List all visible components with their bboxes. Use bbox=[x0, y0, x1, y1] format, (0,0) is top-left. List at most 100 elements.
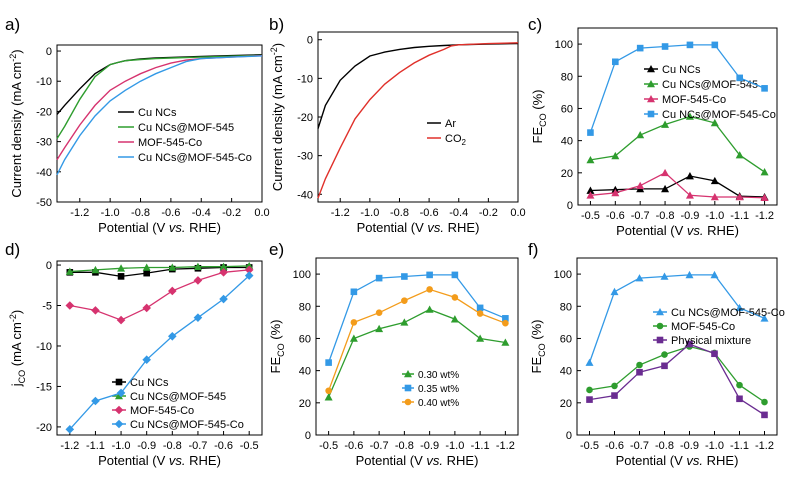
x-tick-label: -1.0 bbox=[360, 207, 379, 219]
legend-marker bbox=[115, 392, 123, 400]
series-2: 0.35 wt% bbox=[325, 271, 509, 395]
x-tick-label: -0.8 bbox=[656, 210, 675, 222]
series-line bbox=[589, 345, 765, 403]
x-tick-label: -0.5 bbox=[319, 440, 338, 452]
legend-label: Cu NCs bbox=[130, 377, 169, 389]
x-tick-label: -0.7 bbox=[370, 440, 389, 452]
panel-5: e) -0.5 -0.6 -0.7 -0.8 -0.9 -1.0 -1.1 -1.2 0 20 40 6… bbox=[268, 240, 519, 468]
data-point bbox=[585, 358, 594, 366]
data-point bbox=[611, 382, 618, 390]
legend-label: Cu NCs bbox=[662, 64, 701, 76]
data-point bbox=[685, 112, 694, 120]
data-point bbox=[636, 131, 645, 139]
legend-label: 0.40 wt% bbox=[418, 398, 459, 409]
series-line bbox=[317, 42, 519, 129]
data-point bbox=[65, 267, 74, 275]
panel-label: e) bbox=[269, 240, 284, 259]
series-line bbox=[56, 54, 263, 139]
y-tick-label: 80 bbox=[299, 301, 311, 313]
plot-frame bbox=[576, 257, 778, 436]
x-tick-label: -0.5 bbox=[581, 210, 600, 222]
data-point bbox=[324, 393, 333, 401]
series-line bbox=[69, 269, 250, 321]
series-line bbox=[328, 308, 506, 398]
data-point bbox=[426, 286, 433, 293]
y-tick-label: 20 bbox=[560, 398, 572, 410]
data-point bbox=[426, 271, 433, 279]
x-tick-label: -1.2 bbox=[70, 207, 89, 219]
data-point bbox=[168, 331, 177, 341]
legend-marker bbox=[114, 405, 124, 415]
y-tick-label: 40 bbox=[299, 366, 311, 378]
series-line bbox=[317, 42, 519, 199]
data-point bbox=[375, 274, 383, 282]
x-tick-label: -0.9 bbox=[680, 210, 699, 222]
series-3: 0.40 wt% bbox=[325, 286, 509, 409]
y-tick-label: -10 bbox=[36, 341, 52, 353]
legend-marker bbox=[647, 65, 655, 73]
series-2: Cu NCs@MOF-545 bbox=[586, 79, 769, 176]
data-point bbox=[736, 395, 743, 403]
data-point bbox=[661, 43, 669, 50]
series-2: MOF-545-Co bbox=[586, 321, 768, 406]
x-tick-label: -1.1 bbox=[730, 210, 749, 222]
data-point bbox=[375, 324, 384, 333]
plot-frame bbox=[317, 31, 519, 203]
data-point bbox=[710, 176, 719, 185]
plot-frame bbox=[56, 44, 263, 203]
series-1: Ar bbox=[317, 42, 519, 130]
series-2: CO2 bbox=[317, 42, 519, 199]
data-point bbox=[168, 263, 177, 271]
data-point bbox=[586, 191, 595, 199]
y-tick-label: 0 bbox=[566, 430, 572, 442]
x-tick-label: -1.2 bbox=[755, 210, 774, 222]
data-point bbox=[502, 315, 509, 322]
x-tick-label: -1.0 bbox=[101, 207, 120, 219]
series-3: MOF-545-Co bbox=[586, 94, 769, 202]
data-point bbox=[350, 319, 358, 326]
data-point bbox=[325, 387, 332, 395]
x-tick-label: -1.0 bbox=[705, 210, 724, 222]
plot-frame bbox=[56, 260, 263, 436]
data-point bbox=[245, 261, 254, 270]
series-4: Cu NCs@MOF-545-Co bbox=[56, 55, 263, 176]
data-point bbox=[193, 276, 203, 285]
data-point bbox=[219, 268, 228, 277]
data-point bbox=[760, 193, 769, 202]
series-1: Cu NCs bbox=[586, 64, 769, 201]
y-axis-label: Current density (mA cm-2) bbox=[8, 49, 24, 197]
data-point bbox=[611, 151, 620, 160]
data-point bbox=[761, 411, 768, 419]
data-point bbox=[116, 388, 126, 398]
x-tick-label: -0.5 bbox=[580, 440, 599, 452]
data-point bbox=[736, 74, 743, 82]
series-line bbox=[588, 274, 765, 363]
data-point bbox=[586, 155, 595, 164]
legend-label: MOF-545-Co bbox=[662, 94, 726, 106]
panel-3: c) -0.5 -0.6 -0.7 -0.8 -0.9 -1.0 -1.1 -1.2 0 20 40 6… bbox=[528, 15, 778, 238]
series-4: Cu NCs@MOF-545-Co bbox=[587, 41, 776, 136]
x-tick-label: -0.6 bbox=[214, 440, 233, 452]
data-point bbox=[168, 286, 177, 296]
series-line bbox=[590, 115, 765, 173]
data-point bbox=[65, 301, 75, 310]
data-point bbox=[611, 188, 620, 197]
x-tick-label: -0.8 bbox=[163, 440, 182, 452]
series-line bbox=[590, 175, 765, 198]
data-point bbox=[686, 340, 693, 348]
data-point bbox=[686, 41, 694, 49]
series-3: MOF-545-Co bbox=[65, 265, 254, 417]
legend-marker bbox=[656, 336, 664, 344]
data-point bbox=[193, 313, 203, 322]
data-point bbox=[636, 44, 644, 52]
legend-label: MOF-545-Co bbox=[130, 405, 194, 417]
y-tick-label: 80 bbox=[560, 301, 572, 313]
panel-1: a) -1.2 -1.0 -0.8 -0.6 -0.4 -0.2 0.0 0 -10 -20 -30 -… bbox=[5, 15, 270, 235]
y-tick-label: -20 bbox=[297, 112, 313, 124]
data-point bbox=[425, 305, 434, 313]
data-point bbox=[735, 151, 744, 159]
data-point bbox=[401, 297, 408, 304]
legend-marker bbox=[404, 398, 412, 406]
x-tick-label: -0.8 bbox=[390, 207, 409, 219]
legend-label: Cu NCs bbox=[138, 107, 177, 119]
